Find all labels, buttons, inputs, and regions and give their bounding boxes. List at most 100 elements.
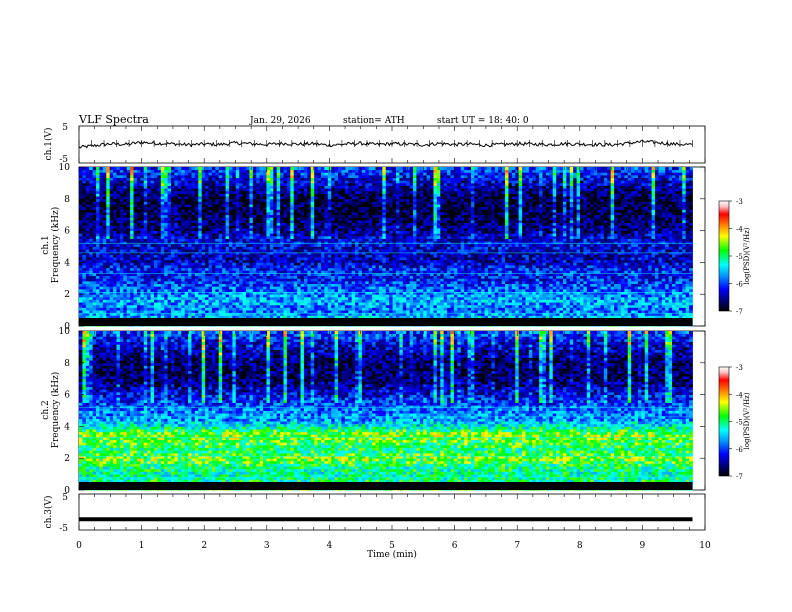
spectrogram-cell bbox=[436, 291, 441, 295]
spectrogram-cell bbox=[637, 307, 642, 311]
spectrogram-cell bbox=[528, 286, 533, 290]
spectrogram-cell bbox=[539, 267, 543, 271]
spectrogram-cell bbox=[607, 278, 612, 282]
spectrogram-cell bbox=[239, 291, 243, 295]
spectrogram-cell bbox=[549, 302, 554, 306]
spectrogram-cell bbox=[92, 278, 97, 282]
spectrogram-cell bbox=[136, 296, 141, 300]
spectrogram-cell bbox=[92, 304, 97, 308]
spectrogram-cell bbox=[130, 299, 134, 303]
spectrogram-cell bbox=[641, 273, 646, 277]
spectrogram-cell bbox=[218, 296, 223, 300]
spectrogram-cell bbox=[399, 270, 404, 274]
spectrogram-cell bbox=[409, 315, 414, 319]
spectrogram-cell bbox=[290, 273, 295, 277]
spectrogram-cell bbox=[552, 278, 557, 282]
spectrogram-cell bbox=[658, 267, 663, 271]
spectrogram-cell bbox=[113, 265, 117, 269]
spectrogram-cell bbox=[211, 296, 216, 300]
spectrogram-cell bbox=[215, 265, 220, 269]
spectrogram-cell bbox=[457, 299, 462, 303]
spectrogram-cell bbox=[126, 283, 131, 287]
spectrogram-cell bbox=[123, 254, 128, 258]
spectrogram-cell bbox=[542, 283, 547, 287]
spectrogram-cell bbox=[171, 278, 175, 282]
spectrogram-cell bbox=[440, 267, 445, 271]
spectrogram-cell bbox=[617, 280, 622, 284]
spectrogram-cell bbox=[225, 286, 230, 290]
spectrogram-cell bbox=[372, 302, 376, 306]
spectrogram-cell bbox=[607, 291, 612, 295]
spectrogram-cell bbox=[402, 296, 407, 300]
spectrogram-cell bbox=[266, 267, 271, 271]
spectrogram-cell bbox=[232, 270, 237, 274]
spectrogram-cell bbox=[522, 267, 526, 271]
spectrogram-cell bbox=[545, 310, 550, 314]
spectrogram-cell bbox=[392, 304, 397, 308]
spectrogram-cell bbox=[133, 254, 138, 258]
spectrogram-cell bbox=[133, 267, 138, 271]
spectrogram-cell bbox=[450, 296, 455, 300]
spectrogram-cell bbox=[678, 291, 683, 295]
spectrogram-cell bbox=[535, 291, 540, 295]
spectrogram-cell bbox=[661, 254, 666, 258]
spectrogram-cell bbox=[167, 315, 172, 319]
spectrogram-cell bbox=[525, 275, 530, 279]
spectrogram-cell bbox=[211, 283, 216, 287]
spectrogram-cell bbox=[119, 270, 124, 274]
spectrogram-cell bbox=[276, 286, 281, 290]
spectrogram-cell bbox=[610, 288, 615, 292]
spectrogram-cell bbox=[682, 294, 687, 298]
spectrogram-cell bbox=[542, 262, 547, 266]
spectrogram-cell bbox=[123, 262, 128, 266]
spectrogram-cell bbox=[661, 294, 666, 298]
spectrogram-cell bbox=[375, 296, 380, 300]
spectrogram-cell bbox=[464, 294, 468, 298]
spectrogram-cell bbox=[525, 283, 530, 287]
spectrogram-cell bbox=[467, 315, 472, 319]
spectrogram-cell bbox=[409, 310, 414, 314]
spectrogram-cell bbox=[177, 270, 182, 274]
spectrogram-cell bbox=[569, 315, 574, 319]
spectrogram-cell bbox=[136, 291, 141, 295]
spectrogram-cell bbox=[624, 310, 629, 314]
spectrogram-cell bbox=[603, 291, 608, 295]
spectrogram-cell bbox=[320, 254, 325, 258]
spectrogram-cell bbox=[430, 304, 434, 308]
spectrogram-cell bbox=[286, 307, 291, 311]
spectrogram-cell bbox=[228, 283, 233, 287]
spectrogram-cell bbox=[477, 304, 482, 308]
spectrogram-cell bbox=[580, 259, 584, 263]
spectrogram-cell bbox=[293, 302, 298, 306]
spectrogram-cell bbox=[181, 310, 186, 314]
spectrogram-cell bbox=[573, 310, 577, 314]
spectrogram-cell bbox=[651, 257, 656, 261]
spectrogram-cell bbox=[85, 307, 90, 311]
spectrogram-cell bbox=[119, 304, 124, 308]
spectrogram-cell bbox=[450, 288, 455, 292]
spectrogram-cell bbox=[263, 307, 267, 311]
spectrogram-cell bbox=[249, 310, 254, 314]
spectrogram-cell bbox=[239, 294, 243, 298]
spectrogram-cell bbox=[171, 265, 175, 269]
spectrogram-cell bbox=[457, 275, 462, 279]
spectrogram-cell bbox=[498, 283, 503, 287]
spectrogram-cell bbox=[491, 283, 496, 287]
spectrogram-cell bbox=[634, 291, 639, 295]
spectrogram-cell bbox=[96, 280, 100, 284]
spectrogram-cell bbox=[317, 267, 322, 271]
spectrogram-cell bbox=[597, 265, 601, 269]
spectrogram-cell bbox=[498, 294, 503, 298]
spectrogram-cell bbox=[668, 312, 673, 316]
spectrogram-cell bbox=[518, 288, 523, 292]
spectrogram-cell bbox=[293, 307, 298, 311]
spectrogram-cell bbox=[450, 254, 455, 258]
spectrogram-cell bbox=[532, 296, 537, 300]
spectrogram-cell bbox=[430, 262, 434, 266]
spectrogram-cell bbox=[501, 302, 506, 306]
spectrogram-cell bbox=[641, 257, 646, 261]
spectrogram-cell bbox=[92, 288, 97, 292]
spectrogram-cell bbox=[201, 299, 206, 303]
spectrogram-cell bbox=[153, 254, 158, 258]
spectrogram-cell bbox=[559, 302, 564, 306]
